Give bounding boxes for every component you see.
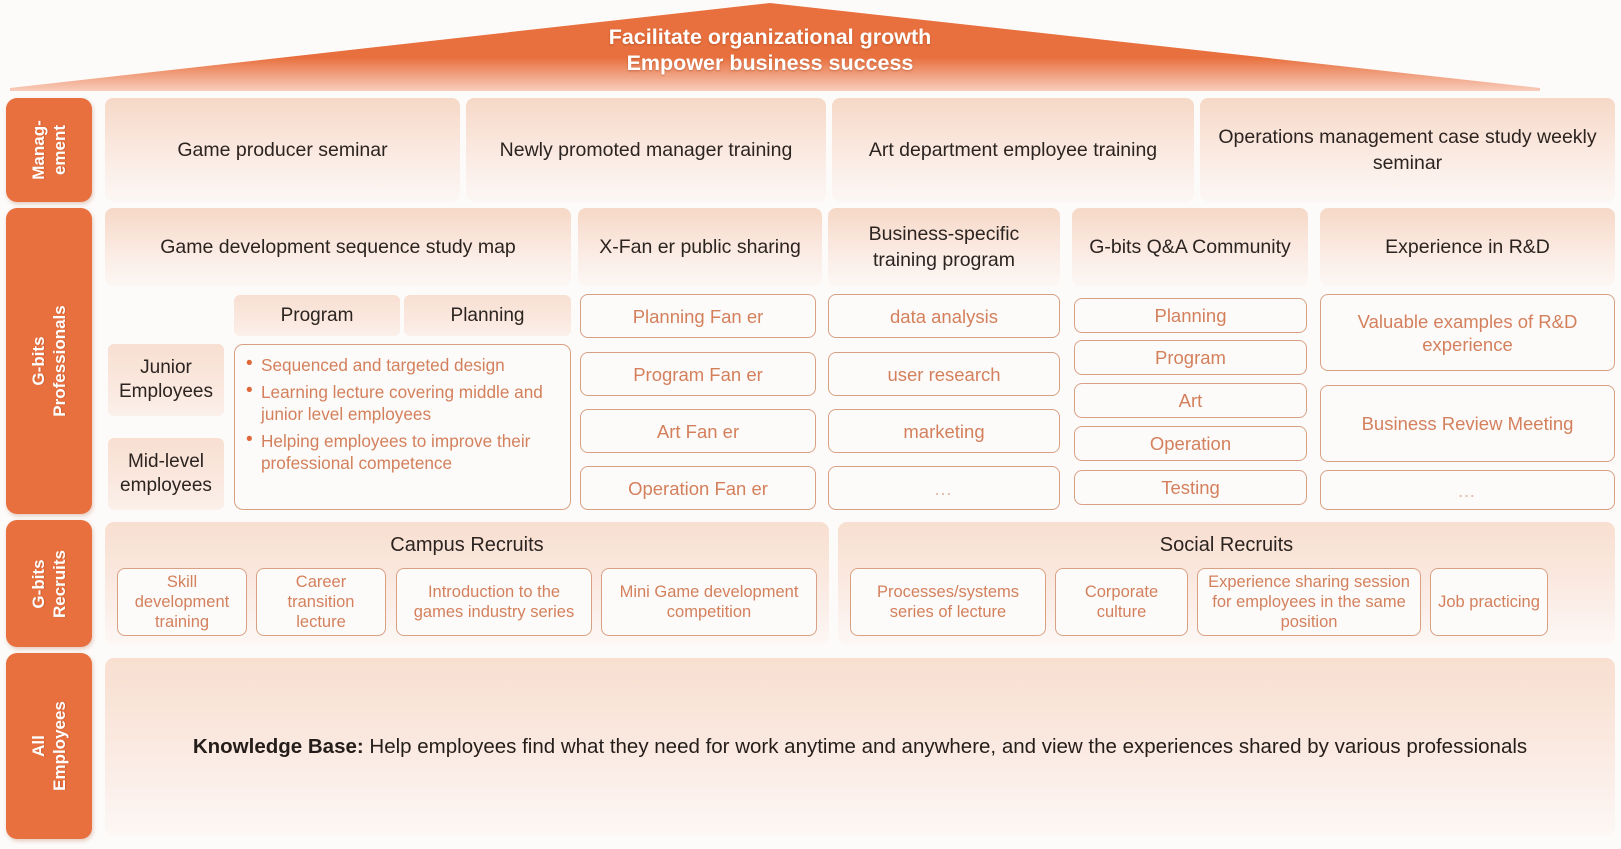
sidebar-label-line-1: G-bits bbox=[29, 336, 48, 386]
sidebar-item-professionals[interactable]: G-bits Professionals bbox=[6, 208, 92, 514]
sidebar-label-line-2: Professionals bbox=[50, 305, 69, 417]
qa-community-item-1[interactable]: Planning bbox=[1074, 298, 1307, 333]
knowledge-base-description: Help employees find what they need for w… bbox=[363, 735, 1528, 758]
campus-recruits-item-1[interactable]: Skill development training bbox=[117, 568, 247, 636]
sidebar-item-professionals-label: G-bits Professionals bbox=[28, 305, 70, 417]
sidebar-label-line-2: Recruits bbox=[50, 549, 69, 618]
sidebar-item-all-employees-label: All Employees bbox=[28, 701, 70, 791]
rnd-item-more[interactable]: … bbox=[1320, 470, 1615, 510]
management-card-4[interactable]: Operations management case study weekly … bbox=[1200, 98, 1615, 202]
sidebar-label-line-1: All bbox=[29, 735, 49, 757]
qa-community-item-3[interactable]: Art bbox=[1074, 383, 1307, 418]
sidebar-item-recruits-label: G-bits Recruits bbox=[28, 549, 70, 617]
sidebar-label-line-2: ement bbox=[50, 124, 69, 176]
xfaner-item-3[interactable]: Art Fan er bbox=[580, 409, 816, 453]
list-item: Sequenced and targeted design bbox=[246, 353, 560, 377]
knowledge-base-panel[interactable]: Knowledge Base: Help employees find what… bbox=[105, 658, 1615, 836]
rnd-item-1[interactable]: Valuable examples of R&D experience bbox=[1320, 294, 1615, 371]
qa-community-item-2[interactable]: Program bbox=[1074, 340, 1307, 375]
social-recruits-item-3[interactable]: Experience sharing session for employees… bbox=[1197, 568, 1421, 636]
professionals-track-program[interactable]: Program bbox=[234, 295, 400, 336]
sidebar-item-all-employees[interactable]: All Employees bbox=[6, 653, 92, 839]
roof-shape bbox=[10, 3, 1540, 91]
business-training-item-3[interactable]: marketing bbox=[828, 409, 1060, 453]
campus-recruits-item-3[interactable]: Introduction to the games industry serie… bbox=[396, 568, 592, 636]
professionals-header-5[interactable]: Experience in R&D bbox=[1320, 208, 1615, 286]
professionals-header-4[interactable]: G-bits Q&A Community bbox=[1072, 208, 1308, 286]
qa-community-item-5[interactable]: Testing bbox=[1074, 470, 1307, 505]
sidebar-item-recruits[interactable]: G-bits Recruits bbox=[6, 520, 92, 647]
list-item: Helping employees to improve their profe… bbox=[246, 429, 560, 475]
professionals-level-midlevel[interactable]: Mid-level employees bbox=[108, 438, 224, 510]
knowledge-base-label: Knowledge Base: bbox=[192, 735, 364, 758]
management-card-1[interactable]: Game producer seminar bbox=[105, 98, 460, 202]
knowledge-base-text: Knowledge Base: Help employees find what… bbox=[105, 658, 1615, 836]
professionals-header-3[interactable]: Business-specific training program bbox=[828, 208, 1060, 286]
campus-recruits-item-2[interactable]: Career transition lecture bbox=[256, 568, 386, 636]
business-training-item-1[interactable]: data analysis bbox=[828, 294, 1060, 338]
social-recruits-item-1[interactable]: Processes/systems series of lecture bbox=[850, 568, 1046, 636]
campus-recruits-item-4[interactable]: Mini Game development competition bbox=[601, 568, 817, 636]
sidebar-label-line-2: Employees bbox=[50, 701, 70, 791]
sidebar-label-line-1: G-bits bbox=[29, 558, 48, 609]
xfaner-item-4[interactable]: Operation Fan er bbox=[580, 466, 816, 510]
roof-banner: Facilitate organizational growth Empower… bbox=[0, 0, 1621, 94]
social-recruits-title: Social Recruits bbox=[1159, 534, 1294, 556]
social-recruits-item-4[interactable]: Job practicing bbox=[1430, 568, 1548, 636]
management-card-2[interactable]: Newly promoted manager training bbox=[466, 98, 826, 202]
business-training-item-2[interactable]: user research bbox=[828, 352, 1060, 396]
professionals-bullet-box: Sequenced and targeted design Learning l… bbox=[234, 344, 571, 510]
list-item: Learning lecture covering middle and jun… bbox=[246, 380, 560, 426]
professionals-level-junior[interactable]: Junior Employees bbox=[108, 344, 224, 416]
business-training-item-more[interactable]: … bbox=[828, 466, 1060, 510]
qa-community-item-4[interactable]: Operation bbox=[1074, 426, 1307, 461]
xfaner-item-1[interactable]: Planning Fan er bbox=[580, 294, 816, 338]
professionals-header-2[interactable]: X-Fan er public sharing bbox=[578, 208, 822, 286]
campus-recruits-title: Campus Recruits bbox=[390, 534, 544, 556]
sidebar-label-line-1: Manag- bbox=[29, 120, 48, 180]
sidebar-item-management[interactable]: Manag- ement bbox=[6, 98, 92, 202]
professionals-header-1[interactable]: Game development sequence study map bbox=[105, 208, 571, 286]
xfaner-item-2[interactable]: Program Fan er bbox=[580, 352, 816, 396]
social-recruits-item-2[interactable]: Corporate culture bbox=[1055, 568, 1188, 636]
management-card-3[interactable]: Art department employee training bbox=[832, 98, 1194, 202]
professionals-track-planning[interactable]: Planning bbox=[404, 295, 571, 336]
professionals-bullet-list: Sequenced and targeted design Learning l… bbox=[246, 353, 560, 475]
rnd-item-2[interactable]: Business Review Meeting bbox=[1320, 385, 1615, 462]
sidebar-item-management-label: Manag- ement bbox=[28, 120, 70, 180]
